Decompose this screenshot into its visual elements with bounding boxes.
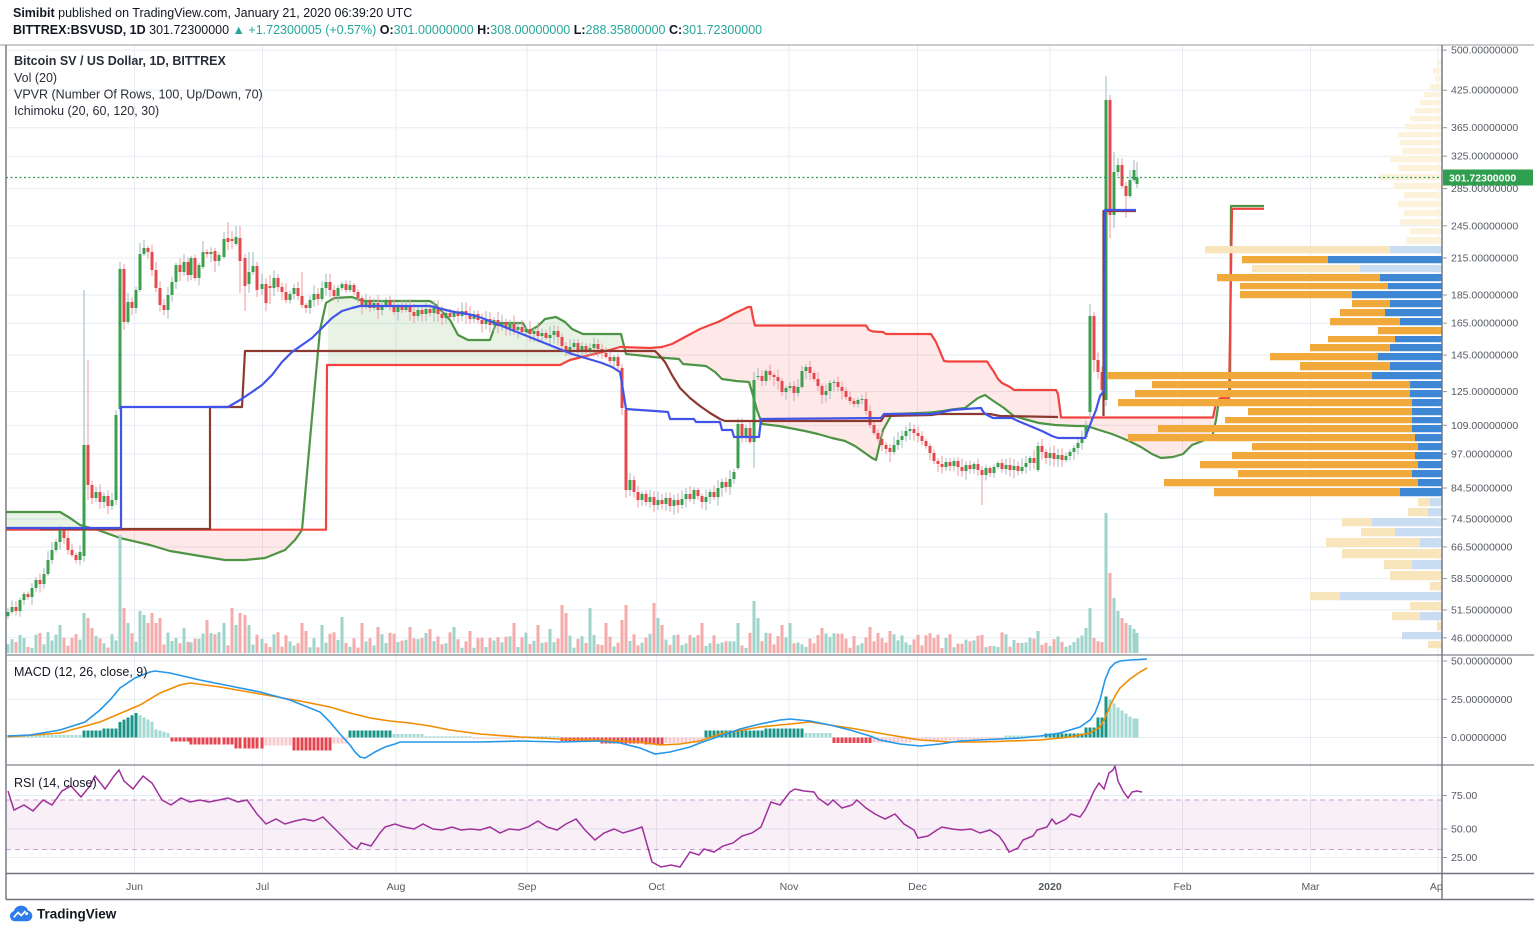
svg-text:25.00000000: 25.00000000 xyxy=(1451,694,1512,706)
svg-text:0.00000000: 0.00000000 xyxy=(1451,732,1507,744)
svg-text:VPVR (Number Of Rows, 100, Up/: VPVR (Number Of Rows, 100, Up/Down, 70) xyxy=(14,88,263,102)
svg-text:75.00: 75.00 xyxy=(1451,790,1477,802)
svg-text:Bitcoin SV / US Dollar, 1D, BI: Bitcoin SV / US Dollar, 1D, BITTREX xyxy=(14,54,227,68)
svg-text:RSI (14, close): RSI (14, close) xyxy=(14,776,97,790)
svg-text:125.00000000: 125.00000000 xyxy=(1451,386,1518,398)
svg-text:51.50000000: 51.50000000 xyxy=(1451,605,1512,617)
svg-text:425.00000000: 425.00000000 xyxy=(1451,85,1518,97)
svg-text:50.00000000: 50.00000000 xyxy=(1451,656,1512,668)
svg-text:Oct: Oct xyxy=(648,881,664,893)
svg-text:97.00000000: 97.00000000 xyxy=(1451,449,1512,461)
svg-text:50.00: 50.00 xyxy=(1451,824,1477,836)
svg-text:58.50000000: 58.50000000 xyxy=(1451,573,1512,585)
svg-text:215.00000000: 215.00000000 xyxy=(1451,253,1518,265)
svg-text:Jul: Jul xyxy=(256,881,269,893)
svg-text:Mar: Mar xyxy=(1301,881,1320,893)
svg-text:325.00000000: 325.00000000 xyxy=(1451,151,1518,163)
svg-text:25.00: 25.00 xyxy=(1451,852,1477,864)
svg-text:165.00000000: 165.00000000 xyxy=(1451,318,1518,330)
svg-text:Apr: Apr xyxy=(1430,881,1447,893)
svg-text:MACD (12, 26, close, 9): MACD (12, 26, close, 9) xyxy=(14,665,147,679)
svg-text:500.00000000: 500.00000000 xyxy=(1451,45,1518,57)
svg-text:Aug: Aug xyxy=(387,881,406,893)
svg-text:185.00000000: 185.00000000 xyxy=(1451,290,1518,302)
svg-text:Vol (20): Vol (20) xyxy=(14,71,57,85)
svg-text:Ichimoku (20, 60, 120, 30): Ichimoku (20, 60, 120, 30) xyxy=(14,104,159,118)
svg-text:Feb: Feb xyxy=(1173,881,1191,893)
svg-text:74.50000000: 74.50000000 xyxy=(1451,514,1512,526)
svg-text:2020: 2020 xyxy=(1038,881,1062,893)
svg-text:TradingView: TradingView xyxy=(37,907,117,922)
svg-text:Simibit published on TradingVi: Simibit published on TradingView.com, Ja… xyxy=(13,6,412,20)
svg-text:84.50000000: 84.50000000 xyxy=(1451,483,1512,495)
svg-text:365.00000000: 365.00000000 xyxy=(1451,122,1518,134)
svg-text:Jun: Jun xyxy=(126,881,143,893)
svg-text:66.50000000: 66.50000000 xyxy=(1451,542,1512,554)
svg-text:301.72300000: 301.72300000 xyxy=(1449,173,1516,185)
svg-text:Sep: Sep xyxy=(518,881,537,893)
svg-text:46.00000000: 46.00000000 xyxy=(1451,632,1512,644)
svg-text:109.00000000: 109.00000000 xyxy=(1451,420,1518,432)
svg-text:285.00000000: 285.00000000 xyxy=(1451,183,1518,195)
svg-text:Nov: Nov xyxy=(780,881,799,893)
svg-text:BITTREX:BSVUSD, 1D 301.723000: BITTREX:BSVUSD, 1D 301.72300000 ▲ +1.723… xyxy=(13,23,762,37)
svg-text:145.00000000: 145.00000000 xyxy=(1451,350,1518,362)
svg-text:245.00000000: 245.00000000 xyxy=(1451,220,1518,232)
svg-text:Dec: Dec xyxy=(908,881,927,893)
